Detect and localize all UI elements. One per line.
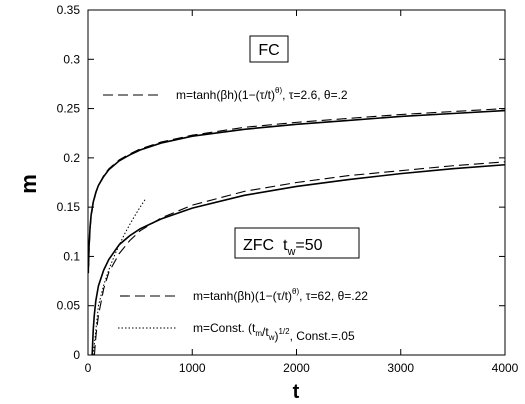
x-tick-label: 1000 (179, 361, 206, 375)
y-tick-label: 0.2 (63, 151, 80, 165)
plot-frame (87, 9, 506, 356)
fc-label-box (249, 35, 289, 63)
x-axis-title: t (293, 381, 300, 403)
y-tick-label: 0.35 (57, 3, 81, 17)
series-line-4-dashed (93, 161, 506, 356)
series-line-3-solid (91, 163, 506, 356)
x-tick-label: 4000 (492, 361, 519, 375)
series-line-2-dashed (87, 108, 506, 274)
y-tick-label: 0.1 (63, 249, 80, 263)
y-tick-label: 0.25 (57, 102, 81, 116)
series-line-5-dotted (92, 198, 146, 356)
y-tick-label: 0 (73, 348, 80, 362)
axis-ticks: 0 1000 2000 3000 4000 0 0.05 0.1 0.15 0.2 0.25 0.3 0… (57, 3, 519, 375)
y-axis-title: m (16, 174, 41, 194)
legend-zfc-fit-text: m=tanh(βh)(1−(τ/t)θ), τ=62, θ=.22 (193, 287, 368, 303)
legend-fc-fit-text: m=tanh(βh)(1−(τ/t)θ), τ=2.6, θ=.2 (176, 86, 348, 102)
x-tick-label: 2000 (283, 361, 310, 375)
plot-marks (87, 108, 506, 356)
x-tick-label: 0 (85, 361, 92, 375)
legend-zfc-power-text: m=Const. (tm/tw)1/2, Const.=.05 (193, 321, 355, 343)
x-tick-label: 3000 (387, 361, 414, 375)
zfc-label: ZFC tw=50 (243, 237, 323, 258)
zfc-label-box (234, 227, 360, 259)
y-tick-label: 0.05 (57, 299, 81, 313)
legend: m=tanh(βh)(1−(τ/t)θ), τ=2.6, θ=.2 m=tanh(… (103, 86, 368, 343)
y-tick-label: 0.3 (63, 52, 80, 66)
y-tick-label: 0.15 (57, 200, 81, 214)
fc-label: FC (258, 42, 279, 59)
